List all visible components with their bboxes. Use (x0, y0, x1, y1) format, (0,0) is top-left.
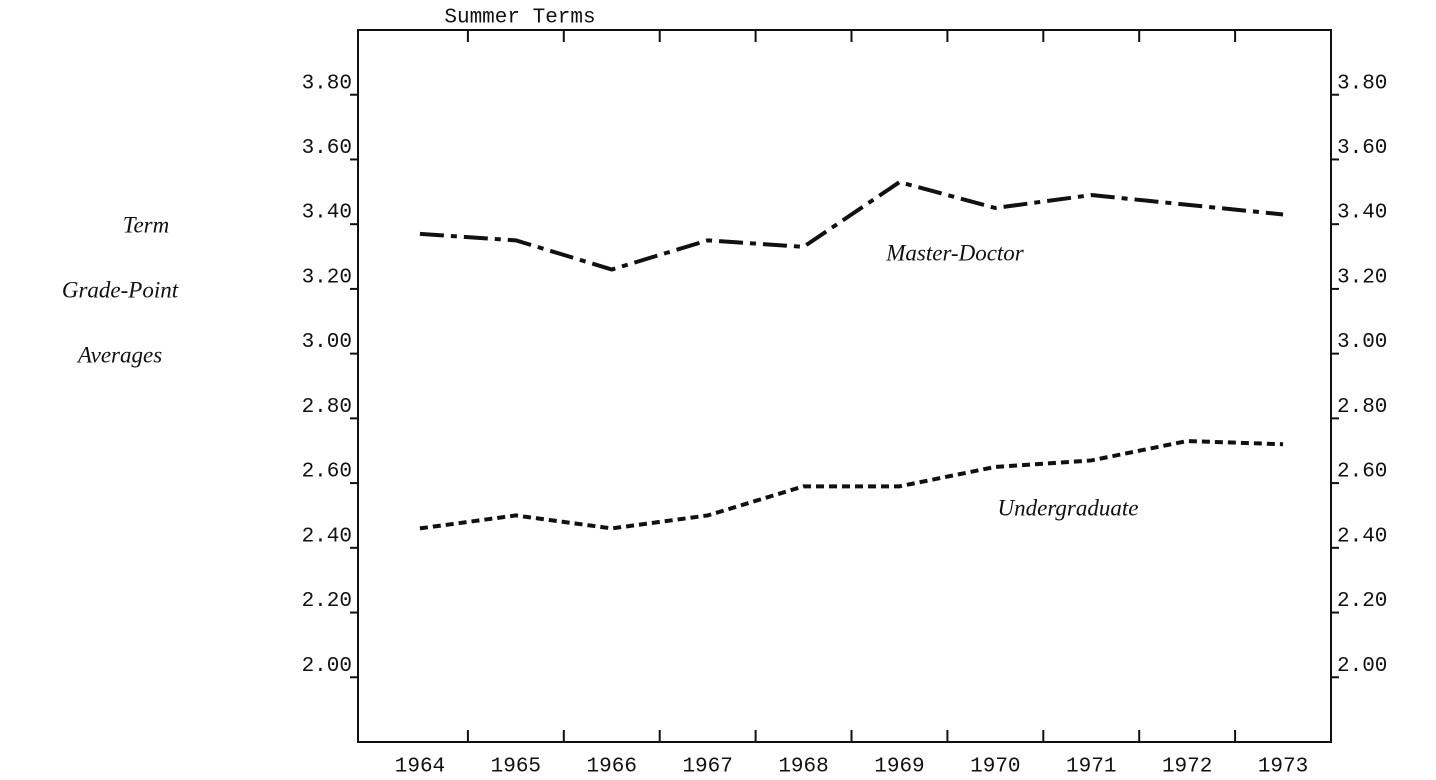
series-line (419, 179, 1284, 272)
y2-tick-label: 2.40 (1337, 525, 1387, 548)
x-tick-label: 1967 (682, 756, 732, 779)
series-label: Master-Doctor (885, 240, 1025, 265)
x-tick-label: 1965 (491, 756, 541, 779)
x-tick-label: 1971 (1066, 756, 1116, 779)
plot-frame (357, 29, 1332, 743)
y2-tick-label: 3.00 (1337, 331, 1387, 354)
y-tick-label: 2.00 (302, 655, 352, 678)
chart-title: Summer Terms (444, 7, 595, 30)
y2-tick-label: 2.20 (1337, 590, 1387, 613)
y2-tick-label: 2.80 (1337, 396, 1387, 419)
x-tick-label: 1964 (395, 756, 445, 779)
y-axis-label: Grade-Point (62, 277, 179, 302)
y-tick-label: 3.20 (302, 266, 352, 289)
y-tick-label: 2.20 (302, 590, 352, 613)
y2-tick-label: 3.20 (1337, 266, 1387, 289)
y-tick-label: 3.00 (302, 331, 352, 354)
y2-tick-label: 3.40 (1337, 202, 1387, 225)
x-tick-label: 1972 (1162, 756, 1212, 779)
y-tick-label: 2.40 (302, 525, 352, 548)
series-line (419, 439, 1284, 531)
y-tick-label: 3.60 (302, 137, 352, 160)
y2-tick-label: 3.80 (1337, 72, 1387, 95)
series-label: Undergraduate (998, 495, 1139, 520)
y-tick-label: 3.80 (302, 72, 352, 95)
y2-tick-label: 2.00 (1337, 655, 1387, 678)
y2-tick-label: 2.60 (1337, 461, 1387, 484)
x-tick-label: 1966 (587, 756, 637, 779)
y-axis-label: Averages (76, 342, 162, 367)
y-tick-label: 2.60 (302, 461, 352, 484)
y-tick-label: 3.40 (302, 202, 352, 225)
x-tick-label: 1969 (874, 756, 924, 779)
y2-tick-label: 3.60 (1337, 137, 1387, 160)
x-tick-label: 1968 (778, 756, 828, 779)
y-tick-label: 2.80 (302, 396, 352, 419)
y-axis-label: Term (123, 212, 169, 237)
x-tick-label: 1973 (1258, 756, 1308, 779)
x-tick-label: 1970 (970, 756, 1020, 779)
